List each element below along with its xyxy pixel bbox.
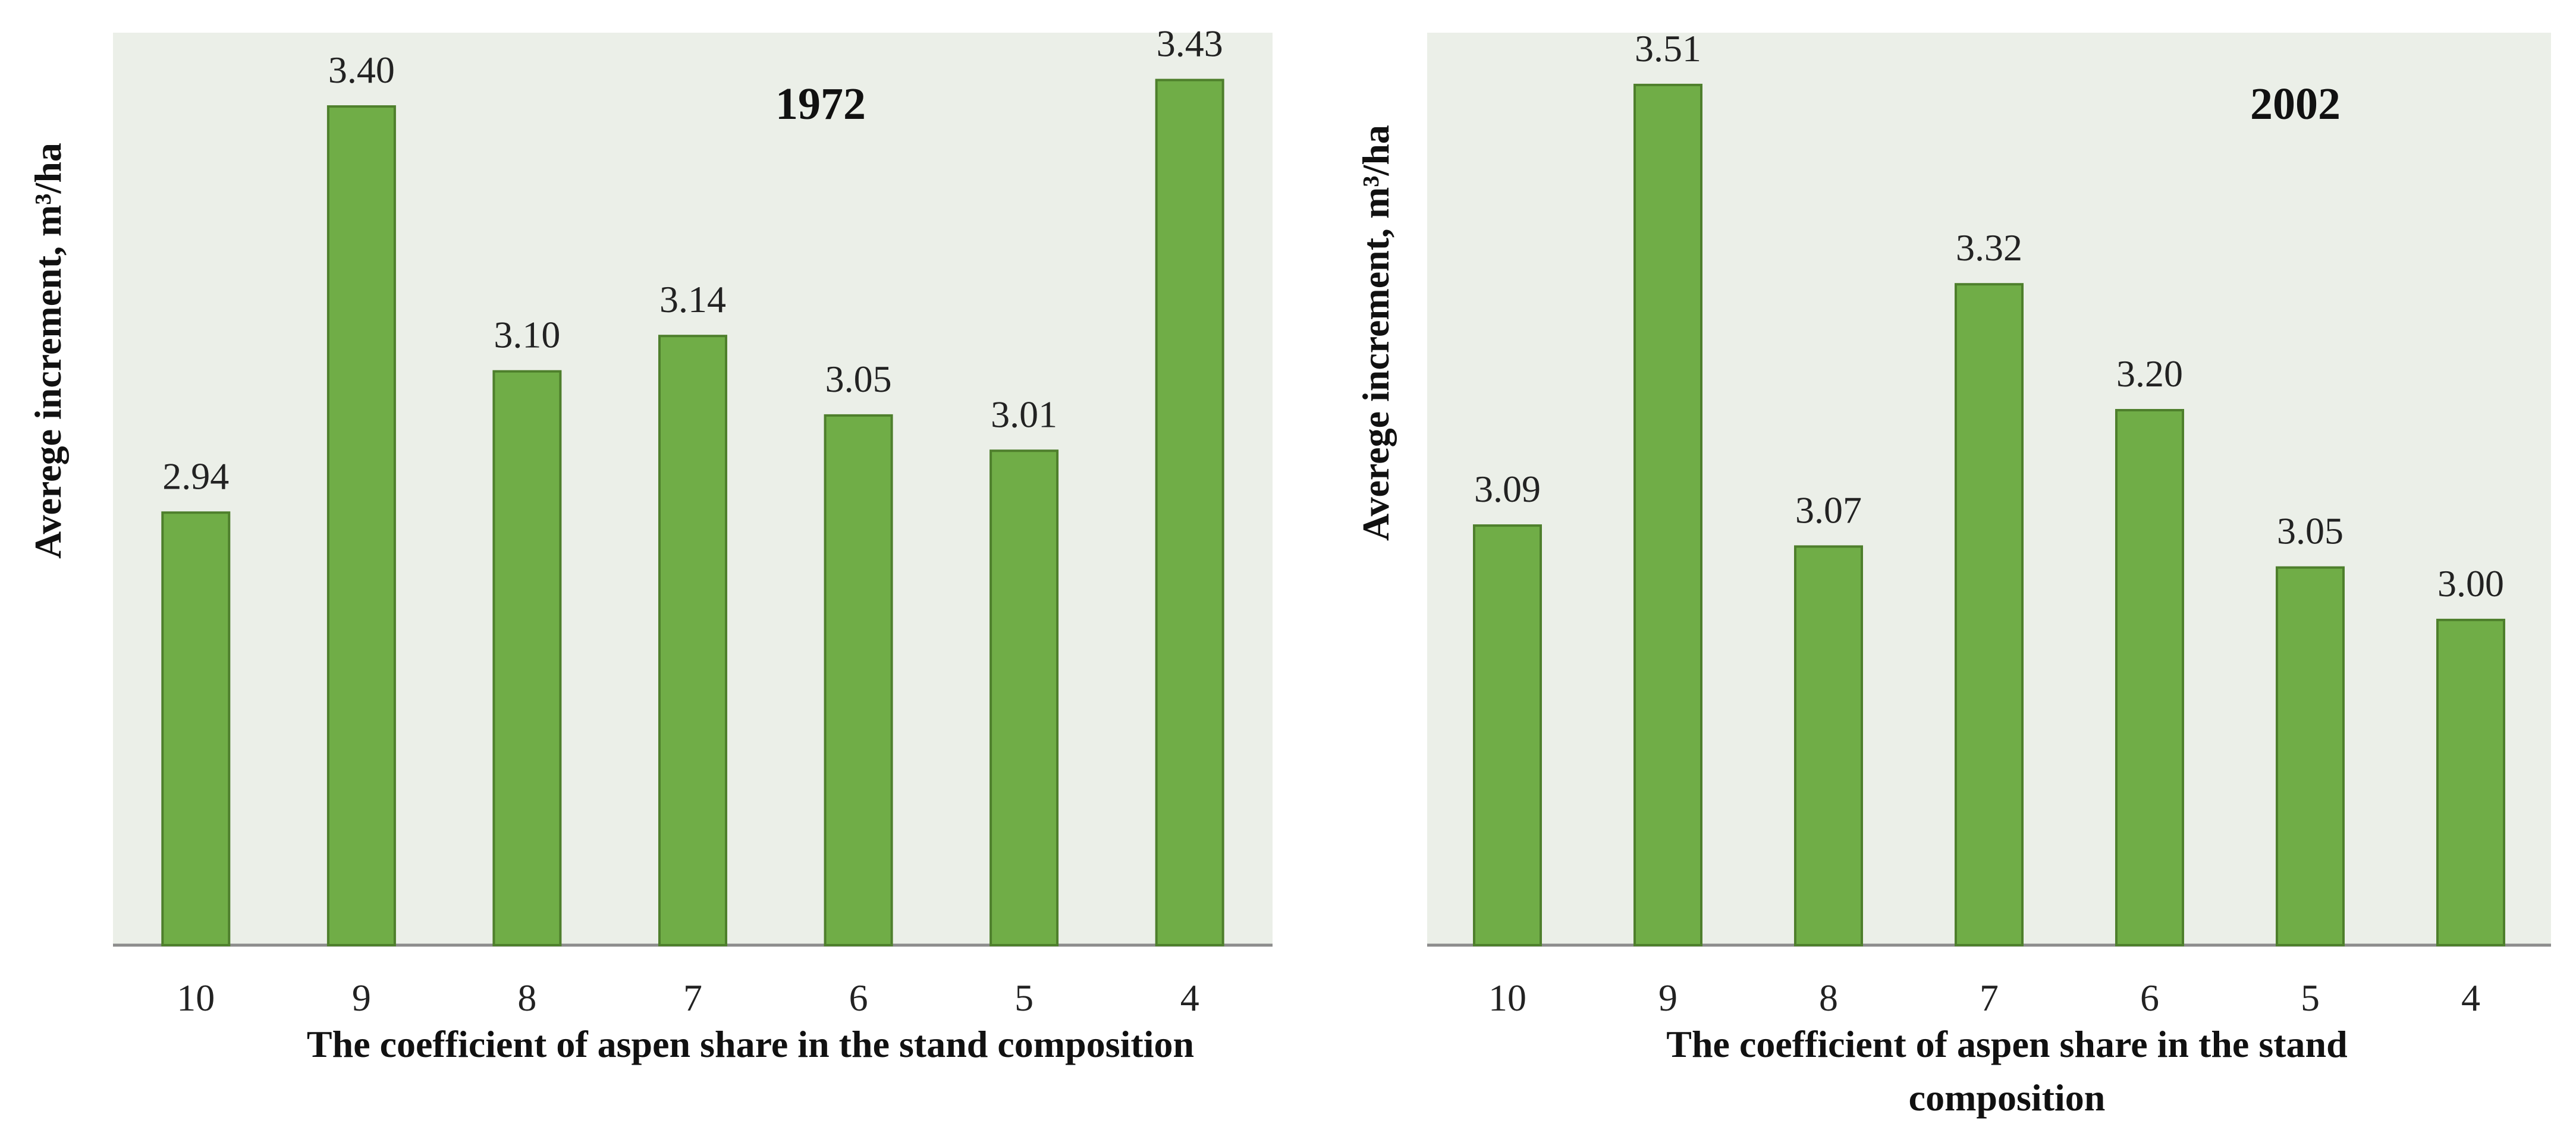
x-tick-label-1972-10: 10: [177, 977, 215, 1019]
x-tick-label-1972-6: 6: [849, 977, 868, 1019]
x-axis-label-2002-line1: The coefficient of aspen share in the st…: [1666, 1023, 2347, 1065]
bar-1972-6: [824, 414, 893, 946]
x-tick-label-1972-9: 9: [352, 977, 371, 1019]
chart-2002: 2002 3.09 10 3.51 9 3.07 8 3.32 7 3.20 6 3.05 5 3.00…: [1355, 27, 2551, 1119]
bar-1972-8: [492, 370, 562, 946]
data-label-1972-8: 3.10: [494, 314, 560, 356]
bar-1972-9: [326, 105, 396, 947]
bar-1972-7: [658, 335, 727, 947]
x-tick-label-2002-4: 4: [2461, 977, 2480, 1019]
bar-1972-4: [1155, 78, 1224, 947]
data-label-2002-10: 3.09: [1474, 468, 1541, 510]
x-tick-label-1972-8: 8: [517, 977, 536, 1019]
y-axis-label-2002: Averege increment, m³/ha: [1355, 125, 1397, 541]
bar-2002-5: [2276, 566, 2345, 946]
x-axis-label-2002-line2: composition: [1909, 1077, 2106, 1119]
x-tick-label-2002-6: 6: [2140, 977, 2159, 1019]
data-label-2002-4: 3.00: [2437, 562, 2504, 605]
x-tick-label-1972-4: 4: [1180, 977, 1199, 1019]
data-label-2002-8: 3.07: [1795, 489, 1862, 531]
bar-1972-5: [989, 449, 1059, 946]
x-tick-label-2002-7: 7: [1980, 977, 1999, 1019]
x-tick-label-1972-5: 5: [1014, 977, 1033, 1019]
data-label-2002-6: 3.20: [2116, 353, 2183, 395]
data-label-1972-5: 3.01: [991, 393, 1057, 435]
bar-1972-10: [161, 511, 231, 946]
data-label-1972-9: 3.40: [328, 49, 395, 91]
x-tick-label-1972-7: 7: [683, 977, 702, 1019]
chart-title-1972: 1972: [775, 79, 866, 129]
x-tick-label-2002-5: 5: [2301, 977, 2320, 1019]
data-label-1972-4: 3.43: [1157, 23, 1223, 65]
data-label-1972-7: 3.14: [659, 278, 726, 320]
bar-2002-10: [1473, 524, 1542, 946]
x-tick-label-2002-9: 9: [1658, 977, 1677, 1019]
y-axis-label-1972: Averege increment, m³/ha: [27, 143, 69, 559]
data-label-2002-5: 3.05: [2277, 510, 2343, 552]
x-tick-label-2002-8: 8: [1819, 977, 1838, 1019]
data-label-1972-6: 3.05: [825, 358, 892, 400]
bar-2002-4: [2436, 618, 2505, 946]
bar-2002-8: [1794, 545, 1863, 946]
x-axis-label-1972: The coefficient of aspen share in the st…: [307, 1023, 1194, 1065]
chart-1972: 1972 2.94 10 3.40 9 3.10 8 3.14 7 3.05 6 3.01 5 3.43…: [27, 23, 1273, 1065]
bar-2002-6: [2115, 409, 2184, 946]
data-label-2002-9: 3.51: [1635, 27, 1701, 70]
bar-2002-7: [1955, 283, 2024, 947]
chart-title-2002: 2002: [2250, 79, 2341, 129]
x-tick-label-2002-10: 10: [1488, 977, 1526, 1019]
data-label-1972-10: 2.94: [162, 455, 229, 497]
data-label-2002-7: 3.32: [1956, 226, 2022, 269]
bar-2002-9: [1633, 83, 1702, 946]
